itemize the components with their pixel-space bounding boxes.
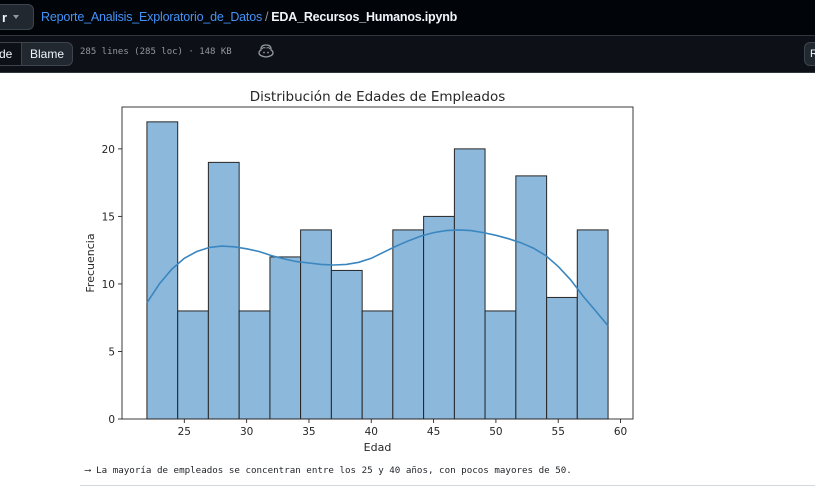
y-tick-label: 15 [102,211,115,223]
x-axis-label: Edad [364,441,392,454]
breadcrumb: Reporte_Analisis_Exploratorio_de_Datos / E… [41,10,457,24]
x-tick-label: 45 [427,426,440,438]
histogram-bar [238,310,271,420]
code-view-button[interactable]: de [0,42,22,66]
x-tick-label: 60 [614,426,627,438]
histogram-bar [576,229,609,420]
age-histogram-chart: Distribución de Edades de Empleados 25 30… [84,89,634,454]
histogram-bar [515,175,548,420]
x-tick-label: 35 [302,426,315,438]
y-tick-label: 20 [102,144,115,156]
y-axis-label: Frecuencia [84,233,97,292]
histogram-bar [177,310,209,420]
caption-text: La mayoría de empleados se concentran en… [96,465,572,476]
histogram-bar [146,121,179,420]
kde-curve [146,229,609,327]
x-tick-label: 55 [552,426,565,438]
histogram-bar [300,229,332,420]
blame-button[interactable]: Blame [21,42,73,66]
x-tick-label: 30 [240,426,253,438]
histogram-bar [269,256,302,420]
histogram-bar [484,310,517,420]
chart-title: Distribución de Edades de Empleados [250,89,506,105]
file-name: EDA_Recursos_Humanos.ipynb [271,10,458,24]
y-tick-label: 5 [108,346,115,358]
x-tick-label: 25 [178,426,191,438]
histogram-bar [392,229,425,420]
cell-divider [80,485,815,486]
output-caption: ⟶ La mayoría de empleados se concentran … [85,465,572,476]
chevron-down-icon [13,15,20,19]
raw-button[interactable]: R [804,42,815,66]
plot-frame [121,106,634,420]
arrow-icon: ⟶ [85,465,91,476]
histogram-bar [546,296,578,420]
copilot-icon[interactable] [258,44,274,58]
histogram-bar [423,215,455,420]
x-tick-label: 50 [489,426,502,438]
branch-selector-button[interactable]: r [0,4,34,30]
file-info: 285 lines (285 loc) · 148 KB [80,47,232,57]
repo-link[interactable]: Reporte_Analisis_Exploratorio_de_Datos [41,10,263,24]
histogram-bar [361,310,394,420]
histogram-bar [330,269,363,420]
breadcrumb-separator: / [265,10,269,24]
repo-header: r Reporte_Analisis_Exploratorio_de_Datos… [0,0,815,36]
y-tick-label: 10 [102,279,115,291]
histogram-bar [207,161,240,420]
histogram-bar [453,148,486,420]
y-tick-label: 0 [108,414,115,426]
x-tick-label: 40 [365,426,378,438]
branch-label: r [2,9,8,25]
file-toolbar: de Blame [0,36,815,73]
